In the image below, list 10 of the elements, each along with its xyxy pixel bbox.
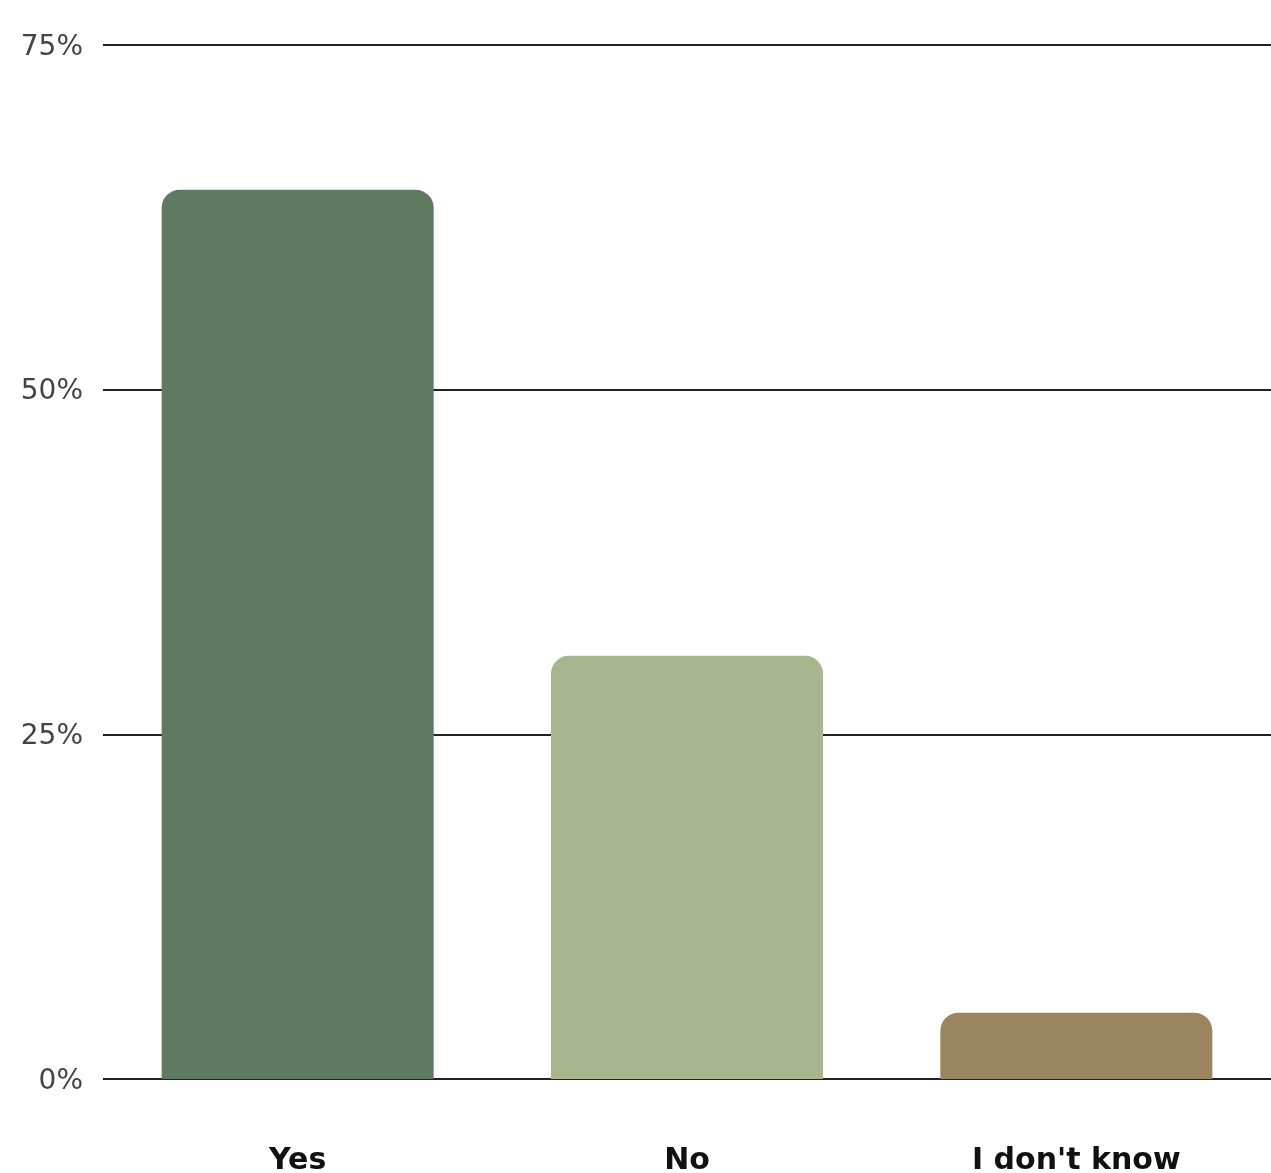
bar xyxy=(940,1012,1213,1079)
x-tick-label: Yes xyxy=(268,1140,327,1173)
x-tick-label: No xyxy=(664,1140,710,1173)
bar xyxy=(161,189,434,1079)
bar xyxy=(551,655,823,1079)
y-tick-label: 50% xyxy=(20,373,83,407)
y-tick-label: 25% xyxy=(20,717,83,751)
x-tick-label: I don't know xyxy=(972,1140,1181,1173)
y-tick-label: 0% xyxy=(38,1062,83,1096)
y-tick-label: 75% xyxy=(20,28,83,62)
